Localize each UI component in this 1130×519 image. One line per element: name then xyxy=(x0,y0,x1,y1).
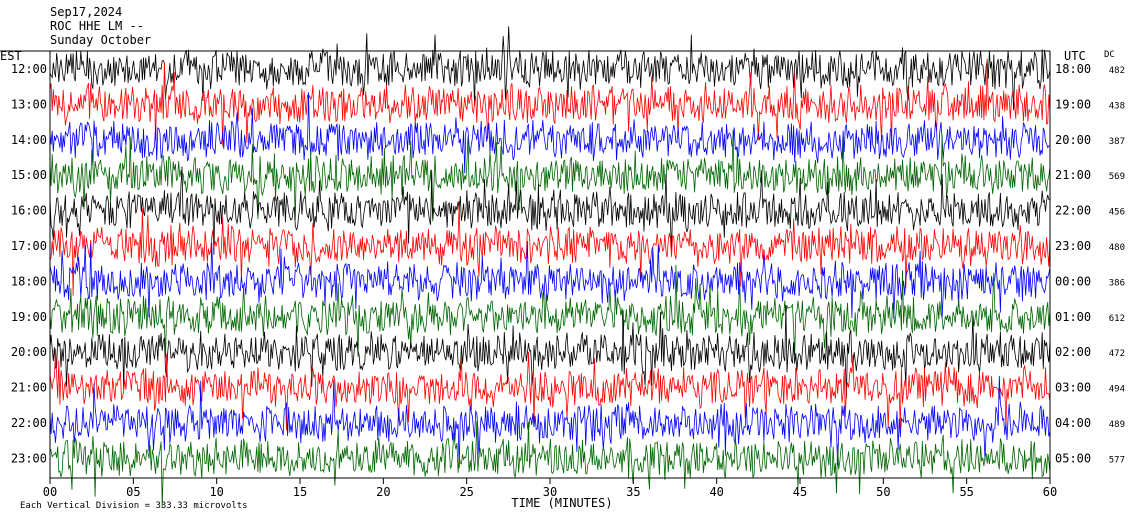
header-date: Sep17,2024 xyxy=(50,5,122,19)
dc-label: DC xyxy=(1104,50,1115,60)
trace-1300 xyxy=(49,58,1051,147)
utc-tick-label: 19:00 xyxy=(1055,97,1091,111)
dc-value: 438 xyxy=(1109,101,1125,111)
trace-1600 xyxy=(49,166,1051,255)
x-axis-ticks: 00 05 10 15 20 25 30 35 40 45 50 55 60 xyxy=(43,478,1057,499)
footer-scale-note: Each Vertical Division = 333.33 microvol… xyxy=(20,501,248,511)
trace-1200 xyxy=(49,26,1051,111)
dc-value: 387 xyxy=(1109,137,1125,147)
est-tick-label: 22:00 xyxy=(11,416,47,430)
header-station: ROC HHE LM -- xyxy=(50,19,144,33)
utc-tick-label: 00:00 xyxy=(1055,274,1091,288)
est-tick-label: 19:00 xyxy=(11,310,47,324)
x-tick-label: 30 xyxy=(543,485,557,499)
trace-1400 xyxy=(49,92,1051,174)
utc-tick-label: 03:00 xyxy=(1055,381,1091,395)
trace-1500 xyxy=(49,129,1051,222)
x-tick-label: 20 xyxy=(376,485,390,499)
dc-value: 472 xyxy=(1109,349,1125,359)
x-tick-label: 50 xyxy=(876,485,890,499)
dc-value: 612 xyxy=(1109,314,1125,324)
utc-tick-label: 23:00 xyxy=(1055,239,1091,253)
utc-label: UTC xyxy=(1064,49,1086,63)
x-tick-label: 05 xyxy=(126,485,140,499)
trace-2000 xyxy=(49,305,1051,399)
trace-1700 xyxy=(49,200,1051,296)
x-tick-label: 00 xyxy=(43,485,57,499)
est-tick-label: 23:00 xyxy=(11,451,47,465)
x-axis-title: TIME (MINUTES) xyxy=(511,496,612,510)
trace-2300 xyxy=(49,420,1051,507)
x-tick-label: 10 xyxy=(209,485,223,499)
dc-value: 480 xyxy=(1109,243,1125,253)
trace-2100 xyxy=(49,348,1051,431)
est-tick-label: 16:00 xyxy=(11,204,47,218)
x-tick-label: 45 xyxy=(793,485,807,499)
dc-value: 456 xyxy=(1109,208,1125,218)
utc-tick-label: 21:00 xyxy=(1055,168,1091,182)
utc-tick-label: 05:00 xyxy=(1055,451,1091,465)
dc-value: 386 xyxy=(1109,278,1125,288)
utc-tick-label: 02:00 xyxy=(1055,345,1091,359)
est-tick-label: 14:00 xyxy=(11,133,47,147)
seismic-traces xyxy=(49,26,1051,507)
trace-1800 xyxy=(49,240,1051,319)
est-tick-label: 20:00 xyxy=(11,345,47,359)
est-tick-label: 13:00 xyxy=(11,97,47,111)
x-tick-label: 60 xyxy=(1043,485,1057,499)
est-tick-label: 21:00 xyxy=(11,381,47,395)
dc-value: 569 xyxy=(1109,172,1125,182)
utc-tick-label: 04:00 xyxy=(1055,416,1091,430)
est-tick-label: 18:00 xyxy=(11,274,47,288)
est-tick-label: 12:00 xyxy=(11,62,47,76)
trace-1900 xyxy=(49,264,1051,358)
x-tick-label: 40 xyxy=(709,485,723,499)
x-tick-label: 35 xyxy=(626,485,640,499)
est-label: EST xyxy=(0,49,22,63)
trace-2200 xyxy=(49,375,1051,469)
dc-value: 489 xyxy=(1109,420,1125,430)
header-line3: Sunday October xyxy=(50,33,151,47)
x-tick-label: 15 xyxy=(293,485,307,499)
dc-value: 494 xyxy=(1109,385,1125,395)
utc-tick-label: 20:00 xyxy=(1055,133,1091,147)
utc-tick-label: 22:00 xyxy=(1055,204,1091,218)
row-labels: 12:00 18:00 482 13:00 19:00 438 14:00 20:00 387 1… xyxy=(11,62,1125,465)
utc-tick-label: 01:00 xyxy=(1055,310,1091,324)
est-tick-label: 17:00 xyxy=(11,239,47,253)
dc-value: 577 xyxy=(1109,455,1125,465)
x-tick-label: 55 xyxy=(959,485,973,499)
utc-tick-label: 18:00 xyxy=(1055,62,1091,76)
dc-value: 482 xyxy=(1109,66,1125,76)
x-tick-label: 25 xyxy=(459,485,473,499)
est-tick-label: 15:00 xyxy=(11,168,47,182)
